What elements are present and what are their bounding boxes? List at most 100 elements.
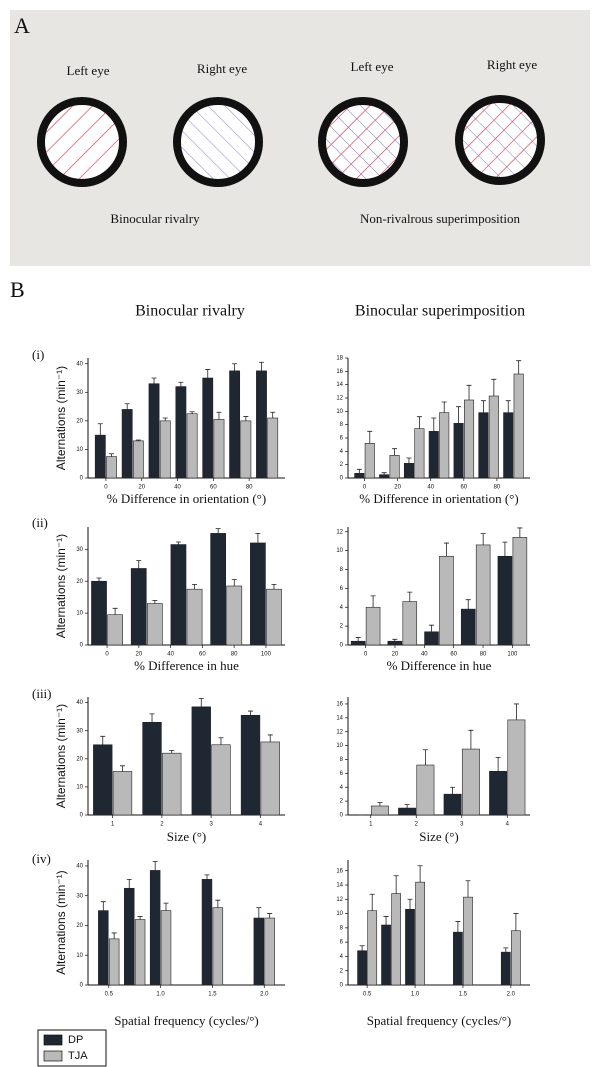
x-tick-label: 80 xyxy=(246,485,253,491)
bar xyxy=(404,463,413,478)
error-bar xyxy=(199,698,204,706)
error-bar xyxy=(204,875,209,879)
y-tick-label: 10 xyxy=(336,409,343,415)
error-bar xyxy=(356,637,361,641)
y-tick-label: 6 xyxy=(340,436,344,442)
error-bar xyxy=(100,736,105,744)
x-tick-label: 1.5 xyxy=(459,992,468,998)
error-bar xyxy=(216,412,221,419)
error-bar xyxy=(456,407,461,424)
bar xyxy=(416,882,425,985)
bar xyxy=(358,951,367,985)
y-tick-label: 2 xyxy=(340,624,344,630)
bar xyxy=(463,897,472,985)
error-bar xyxy=(153,861,158,870)
error-bar xyxy=(502,542,507,556)
error-bar xyxy=(178,382,183,386)
y-tick-label: 20 xyxy=(76,923,83,929)
bar xyxy=(241,421,251,478)
x-tick-label: 2 xyxy=(160,822,164,828)
error-bar xyxy=(367,431,372,443)
bar xyxy=(403,602,417,645)
error-bar xyxy=(125,404,130,410)
error-bar xyxy=(169,750,174,753)
bar xyxy=(254,918,264,985)
error-bar xyxy=(377,803,382,806)
bar xyxy=(388,641,402,645)
error-bar xyxy=(138,917,143,920)
bar xyxy=(479,413,488,478)
y-tick-label: 10 xyxy=(76,447,83,453)
error-bar xyxy=(271,584,276,589)
x-tick-label: 80 xyxy=(494,485,501,491)
y-tick-label: 18 xyxy=(336,356,343,362)
y-tick-label: 2 xyxy=(340,462,344,468)
bar xyxy=(514,374,523,478)
error-bar xyxy=(418,866,423,882)
bar xyxy=(453,932,462,985)
bar xyxy=(368,911,377,985)
error-bar xyxy=(392,449,397,456)
bar xyxy=(147,604,162,645)
y-tick-label: 6 xyxy=(340,771,344,777)
error-bar xyxy=(496,757,501,771)
x-tick-label: 40 xyxy=(421,652,428,658)
y-tick-label: 0 xyxy=(340,476,344,482)
error-bar xyxy=(407,592,412,601)
x-tick-label: 20 xyxy=(135,652,142,658)
error-bar xyxy=(112,933,117,939)
bar xyxy=(415,429,424,478)
error-bar xyxy=(109,454,114,457)
y-tick-label: 0 xyxy=(80,813,84,819)
y-tick-label: 12 xyxy=(336,529,343,535)
error-bar xyxy=(406,458,411,463)
legend-swatch xyxy=(44,1035,62,1045)
bar xyxy=(429,431,438,478)
error-bar xyxy=(127,879,132,888)
legend-label: TJA xyxy=(68,1050,88,1062)
x-tick-label: 80 xyxy=(480,652,487,658)
y-tick-label: 10 xyxy=(76,784,83,790)
error-bar xyxy=(232,580,237,586)
bar xyxy=(489,771,506,815)
error-bar xyxy=(205,369,210,378)
y-tick-label: 10 xyxy=(336,548,343,554)
bar xyxy=(143,722,162,815)
y-tick-label: 14 xyxy=(336,382,343,388)
bar xyxy=(425,632,439,645)
panel-caption: Non-rivalrous superimposition xyxy=(360,211,520,226)
x-axis-label: % Difference in hue xyxy=(387,658,492,673)
error-bar xyxy=(176,542,181,545)
y-tick-label: 30 xyxy=(76,893,83,899)
error-bar xyxy=(370,894,375,910)
x-tick-label: 60 xyxy=(210,485,217,491)
error-bar xyxy=(216,529,221,534)
error-bar xyxy=(503,948,508,952)
y-tick-label: 6 xyxy=(340,586,344,592)
y-tick-label: 8 xyxy=(340,925,344,931)
y-tick-label: 0 xyxy=(80,476,84,482)
error-bar xyxy=(98,424,103,435)
y-tick-label: 0 xyxy=(340,643,344,649)
bar xyxy=(464,400,473,478)
error-bar xyxy=(192,584,197,589)
y-tick-label: 4 xyxy=(340,449,344,455)
eye-left-1 xyxy=(41,101,123,183)
figure: A Left eye Right eye Left eye Right eye … xyxy=(0,0,602,1067)
y-tick-label: 10 xyxy=(76,611,83,617)
y-tick-label: 16 xyxy=(336,702,343,708)
bar xyxy=(504,413,513,478)
error-bar xyxy=(267,914,272,918)
error-bar xyxy=(357,469,362,473)
error-bar xyxy=(444,543,449,556)
x-axis-label: % Difference in hue xyxy=(134,658,239,673)
y-tick-label: 4 xyxy=(340,954,344,960)
bar xyxy=(212,745,231,815)
x-tick-label: 40 xyxy=(427,485,434,491)
error-bar xyxy=(248,711,253,715)
x-tick-label: 60 xyxy=(450,652,457,658)
error-bar xyxy=(513,914,518,931)
bar xyxy=(440,413,449,478)
bar xyxy=(398,808,415,815)
bar xyxy=(417,765,434,815)
